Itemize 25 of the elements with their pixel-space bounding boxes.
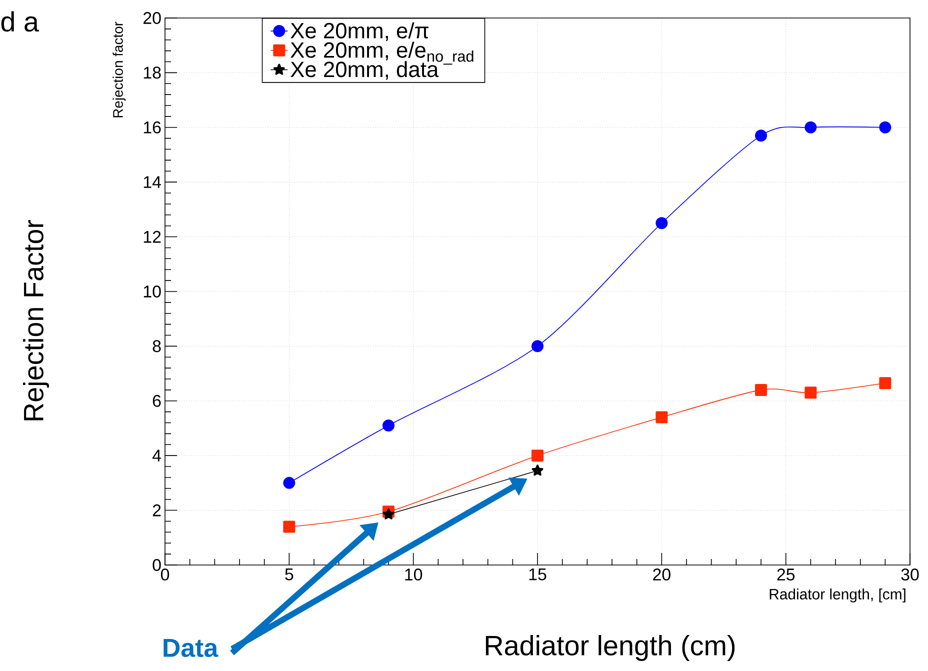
x-tick-label: 15: [529, 568, 546, 580]
x-axis-title: Radiator length, [cm]: [770, 588, 906, 602]
y-tick-label: 16: [144, 121, 161, 134]
y-tick-label: 14: [144, 176, 161, 188]
y-tick-label: 10: [144, 285, 161, 298]
x-tick-label: 10: [405, 568, 422, 580]
x-tick-label: 30: [901, 568, 919, 580]
y-tick-label: 6: [152, 394, 161, 407]
x-tick-label: 5: [285, 568, 294, 580]
y-tick-label: 2: [152, 504, 161, 516]
text: Rejection Factor: [23, 220, 49, 420]
y-axis-title: Rejection factor: [112, 22, 126, 118]
x-tick-label: 20: [653, 568, 670, 580]
y-tick-label: 12: [144, 230, 161, 243]
text: d a: [1, 11, 39, 32]
y-tick-label: 0: [152, 558, 161, 571]
x-tick-label: 0: [160, 568, 170, 580]
text: Radiator length (cm): [486, 634, 735, 661]
y-tick-label: 8: [152, 340, 161, 352]
x-tick-label: 25: [777, 568, 795, 580]
y-tick-label: 4: [152, 450, 161, 462]
y-tick-label: 20: [144, 12, 161, 24]
legend-label: Xe 20mm, e/π: [290, 22, 428, 42]
text: Data: [164, 638, 218, 658]
y-tick-label: 18: [144, 66, 161, 79]
